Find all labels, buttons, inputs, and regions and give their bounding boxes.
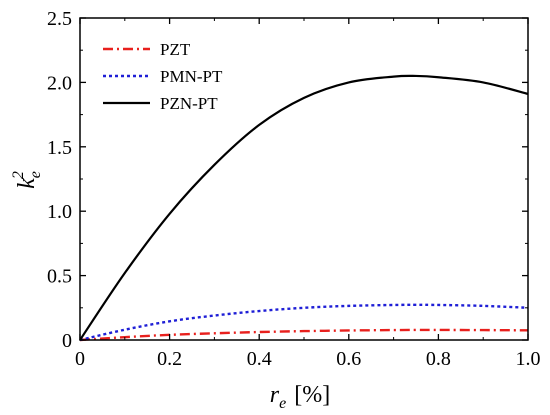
series-line-pmn-pt xyxy=(79,303,529,342)
y-tick-label: 2.0 xyxy=(47,72,72,94)
x-axis-title: re [%] xyxy=(270,382,330,412)
legend-label-pzn-pt: PZN-PT xyxy=(160,94,218,113)
y-tick-label: 1.0 xyxy=(47,201,72,223)
x-axis-unit: [%] xyxy=(294,382,330,408)
y-tick-label: 0 xyxy=(62,330,72,352)
axes-layer: 0 0.2 0.4 0.6 0.8 1.0 0 0.5 1.0 1.5 2.0 2.5 xyxy=(47,8,541,370)
y-axis-subscript: e xyxy=(27,171,44,178)
y-tick-label: 1.5 xyxy=(47,137,72,159)
y-axis-symbol: k xyxy=(14,178,40,189)
data-layer xyxy=(79,74,529,342)
series-line-pzt xyxy=(79,328,529,342)
x-tick-label: 0.4 xyxy=(247,348,272,370)
legend-label-pmn-pt: PMN-PT xyxy=(160,67,223,86)
x-tick-label: 0.2 xyxy=(157,348,182,370)
legend: PZT PMN-PT PZN-PT xyxy=(103,40,223,113)
x-tick-label: 0.6 xyxy=(336,348,361,370)
legend-label-pzt: PZT xyxy=(160,40,191,59)
axis-titles: re [%]ke2 xyxy=(10,171,330,412)
y-tick-label: 0.5 xyxy=(47,266,72,288)
y-axis-title-group: ke2 xyxy=(10,171,44,189)
x-tick-label: 1.0 xyxy=(516,348,541,370)
plot-frame xyxy=(79,17,529,341)
x-tick-label: 0 xyxy=(75,348,85,370)
y-tick-label: 2.5 xyxy=(47,8,72,30)
x-axis-symbol: r xyxy=(270,382,280,408)
y-axis-title: ke2 xyxy=(10,171,44,189)
x-axis-subscript: e xyxy=(279,395,286,412)
y-axis-superscript: 2 xyxy=(10,171,27,179)
series-line-pzn-pt xyxy=(79,74,529,341)
x-tick-label: 0.8 xyxy=(426,348,451,370)
